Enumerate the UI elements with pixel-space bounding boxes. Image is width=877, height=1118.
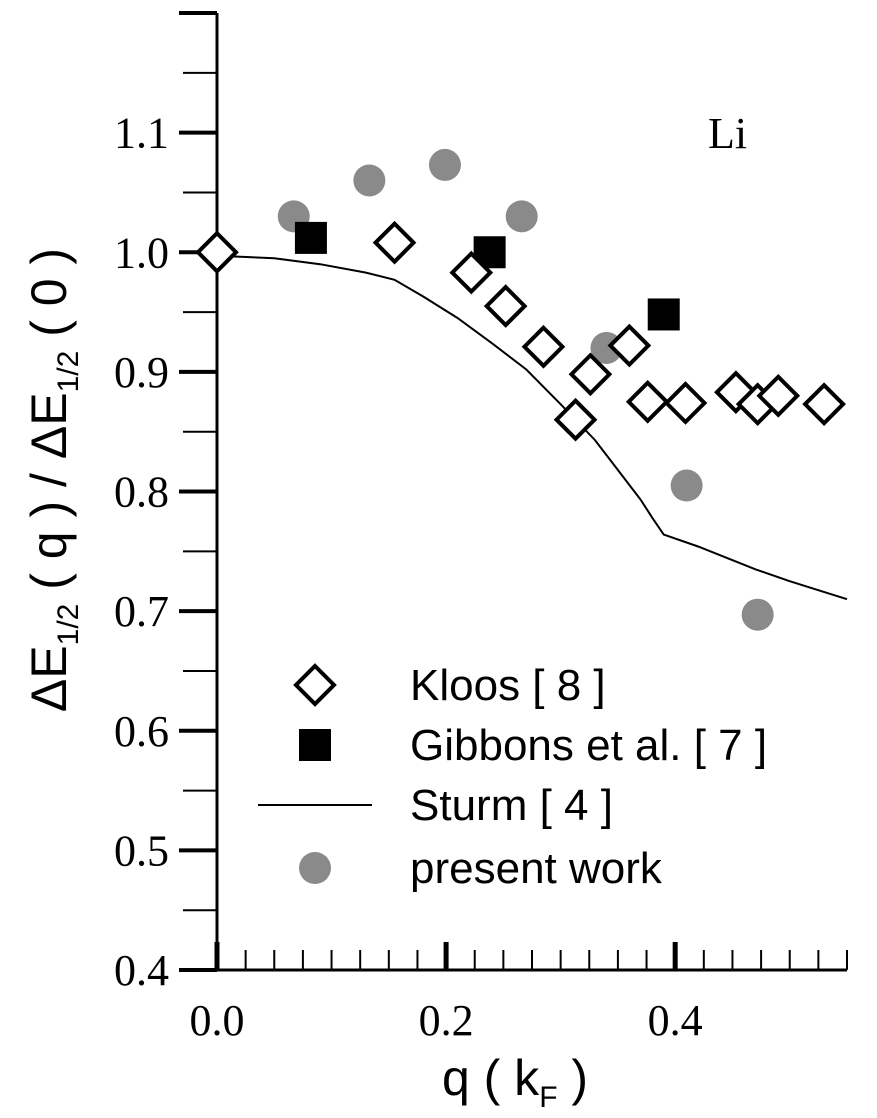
legend-label-kloos: Kloos [ 8 ] [410, 661, 606, 710]
kloos-point [521, 324, 566, 369]
gibbons-point [294, 221, 327, 254]
legend-label-gibbons: Gibbons et al. [ 7 ] [410, 721, 767, 770]
y-tick-label: 1.0 [114, 228, 169, 277]
legend-marker-present-work [299, 852, 331, 884]
x-tick-label: 0.4 [648, 996, 703, 1045]
kloos-point [372, 220, 417, 265]
y-axis-title: ΔE1/2 ( q ) / ΔE1/2 ( 0 ) [21, 248, 85, 712]
kloos-point [449, 250, 494, 295]
y-tick-label: 0.4 [114, 946, 169, 995]
legend-label-sturm: Sturm [ 4 ] [410, 781, 613, 830]
y-tick-label: 0.6 [114, 707, 169, 756]
kloos-point [568, 352, 613, 397]
kloos-point [756, 373, 801, 418]
x-tick-label: 0.2 [419, 996, 474, 1045]
present-work-point [353, 164, 386, 197]
present-work-point [428, 148, 461, 181]
kloos-point [607, 323, 652, 368]
ticks: 0.4 0.5 0.6 0.7 0.8 0.9 1.0 1.1 0.0 0.2 0.4 [114, 11, 848, 1045]
kloos-point [553, 397, 598, 442]
y-tick-label: 0.7 [114, 587, 169, 636]
y-tick-label: 0.5 [114, 826, 169, 875]
present-work-point [505, 200, 538, 233]
y-tick-label: 0.9 [114, 348, 169, 397]
sturm-line-layer [216, 254, 848, 601]
y-tick-label: 1.1 [114, 109, 169, 158]
kloos-point [802, 382, 846, 427]
markers [195, 148, 846, 631]
legend: Kloos [ 8 ] Gibbons et al. [ 7 ] Sturm [ 4… [258, 661, 767, 893]
kloos-point [483, 284, 528, 328]
legend-marker-gibbons [299, 729, 331, 761]
gibbons-point [647, 298, 680, 331]
kloos-point [195, 230, 239, 275]
present-work-point [741, 598, 774, 631]
chart-annotation: Li [708, 109, 747, 158]
x-axis-title: q ( kF ) [442, 1050, 588, 1114]
present-work-point [670, 469, 703, 502]
kloos-point [625, 379, 670, 424]
legend-label-present-work: present work [410, 844, 663, 893]
legend-marker-kloos [293, 663, 337, 707]
sturm-line [216, 254, 848, 601]
y-tick-label: 0.8 [114, 468, 169, 517]
x-tick-label: 0.0 [190, 996, 245, 1045]
kloos-point [663, 381, 708, 425]
